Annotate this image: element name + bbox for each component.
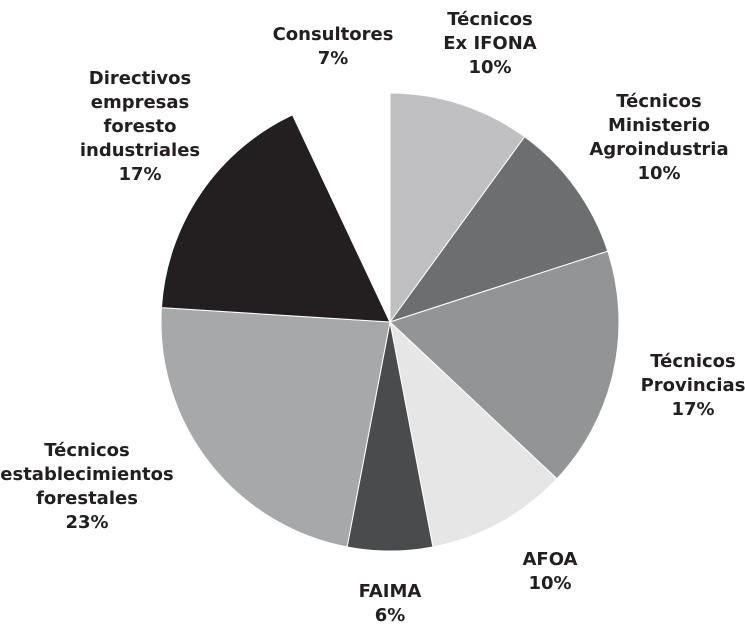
slice-label: Técnicos [44, 440, 130, 461]
slice-label: foresto [104, 116, 177, 137]
value-label: 23% [65, 512, 108, 533]
pie-slice [389, 320, 558, 548]
pie-slice [160, 307, 391, 548]
slice-label: establecimientos [0, 464, 173, 485]
slice-label: empresas [91, 92, 190, 113]
slice-label: Técnicos [616, 91, 702, 112]
slice-label: Agroindustria [589, 139, 728, 160]
pie-slice [160, 114, 391, 323]
value-label: 17% [118, 164, 161, 185]
value-label: 6% [375, 605, 406, 626]
value-label: 10% [528, 573, 571, 594]
slice-label: Ex IFONA [443, 33, 537, 54]
pie-slice [388, 136, 609, 323]
slice-label: Consultores [273, 24, 394, 45]
slice-label: Directivos [89, 68, 191, 89]
slice-label: FAIMA [359, 581, 422, 602]
value-label: 17% [671, 399, 714, 420]
slice-label: forestales [36, 488, 138, 509]
slice-label: AFOA [523, 549, 578, 570]
slice-label: Técnicos [447, 9, 533, 30]
pie-slice [389, 250, 620, 480]
value-label: 10% [468, 57, 511, 78]
value-label: 10% [637, 163, 680, 184]
slice-label: Ministerio [608, 115, 710, 136]
slice-label: industriales [80, 140, 200, 161]
value-label: 7% [318, 48, 349, 69]
pie-slice [389, 92, 526, 324]
slice-label: Técnicos [650, 351, 736, 372]
pie-slice [291, 92, 391, 323]
slice-label: Provincias [641, 375, 745, 396]
